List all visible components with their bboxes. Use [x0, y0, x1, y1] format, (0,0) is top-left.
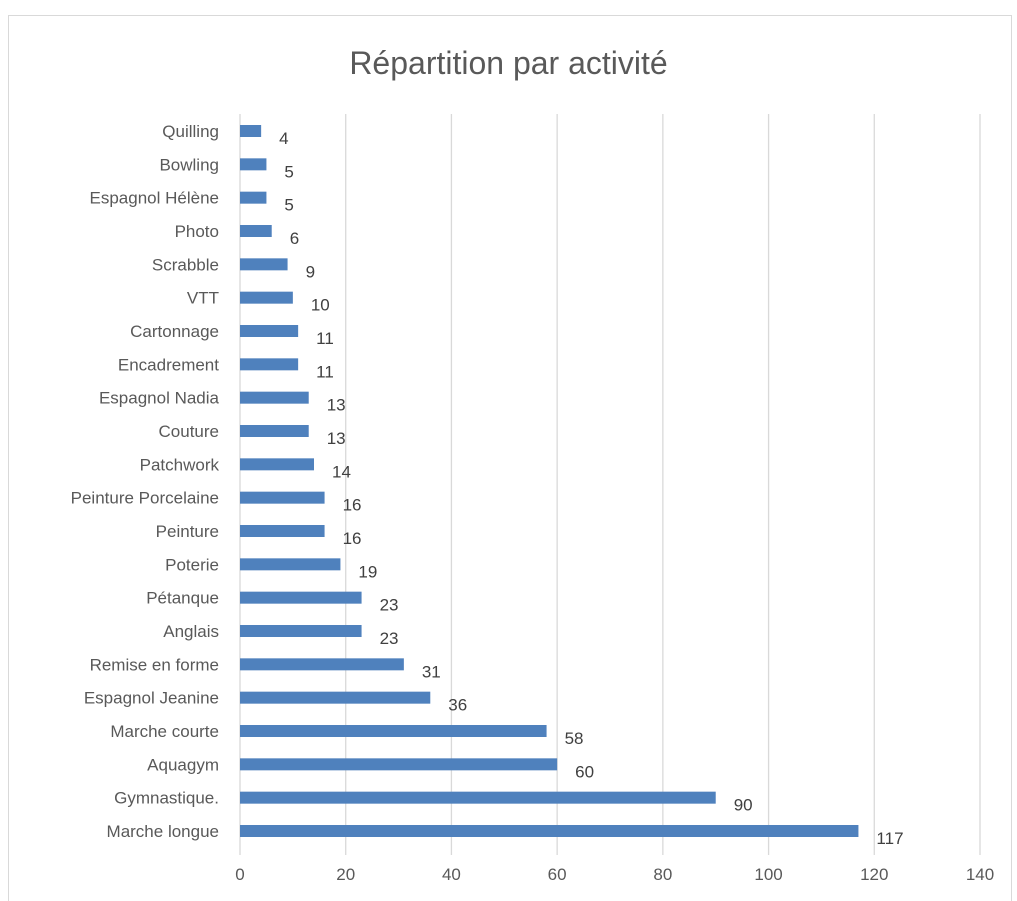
category-label: Gymnastique. [114, 789, 219, 808]
value-label: 16 [343, 496, 362, 515]
x-tick-labels: 0 20 40 60 80 100 120 140 [235, 865, 994, 884]
bar [240, 258, 288, 271]
category-label: Poterie [165, 555, 219, 574]
value-label: 9 [306, 262, 315, 281]
value-label: 31 [422, 662, 441, 681]
bar [240, 358, 299, 371]
category-label: Photo [175, 222, 219, 241]
category-label: Anglais [163, 622, 219, 641]
gridlines [239, 114, 981, 855]
bar [240, 825, 859, 837]
x-tick-label: 100 [754, 865, 782, 884]
category-label: Peinture [156, 522, 219, 541]
category-label: Quilling [162, 122, 219, 141]
category-labels: Quilling Bowling Espagnol Hélène Photo Scrab… [71, 122, 220, 841]
category-label: Peinture Porcelaine [71, 489, 219, 508]
bar [240, 191, 267, 204]
bar [240, 625, 362, 637]
category-label: Aquagym [147, 755, 219, 774]
bar [240, 458, 314, 471]
bar [240, 791, 716, 804]
value-label: 23 [380, 629, 399, 648]
x-tick-label: 120 [860, 865, 888, 884]
value-label: 6 [290, 229, 299, 248]
category-label: Scrabble [152, 255, 219, 274]
bar [240, 558, 341, 571]
value-label: 36 [448, 696, 467, 715]
category-label: Couture [159, 422, 219, 441]
category-label: Espagnol Nadia [99, 389, 220, 408]
value-label: 11 [316, 329, 334, 348]
value-label: 13 [327, 429, 346, 448]
bar [240, 425, 309, 437]
chart-title: Répartition par activité [349, 45, 668, 81]
bar [240, 225, 272, 237]
x-tick-label: 80 [653, 865, 672, 884]
value-label: 11 [316, 362, 334, 381]
bar [240, 158, 267, 171]
bar [240, 391, 309, 404]
category-label: Marche courte [110, 722, 219, 741]
value-label: 10 [311, 296, 330, 315]
category-label: Marche longue [107, 822, 219, 841]
value-label: 58 [565, 729, 584, 748]
bars [240, 125, 859, 837]
x-tick-label: 20 [336, 865, 355, 884]
bar [240, 758, 558, 771]
value-label: 5 [284, 162, 293, 181]
category-label: Cartonnage [130, 322, 219, 341]
value-label: 23 [380, 596, 399, 615]
value-label: 60 [575, 762, 594, 781]
bar [240, 658, 404, 671]
x-tick-label: 140 [966, 865, 994, 884]
x-tick-label: 0 [235, 865, 244, 884]
value-label: 4 [279, 129, 288, 148]
category-label: Remise en forme [90, 655, 219, 674]
value-label: 90 [734, 796, 753, 815]
value-label: 5 [284, 196, 293, 215]
category-label: Pétanque [146, 589, 219, 608]
bar [240, 491, 325, 504]
bar [240, 125, 262, 137]
value-label: 14 [332, 462, 351, 481]
value-label: 19 [358, 562, 377, 581]
chart-frame [8, 15, 1012, 901]
category-label: Patchwork [140, 455, 220, 474]
x-tick-label: 40 [442, 865, 461, 884]
category-label: Bowling [159, 155, 219, 174]
value-label: 16 [343, 529, 362, 548]
value-label: 117 [876, 829, 903, 848]
value-label: 13 [327, 396, 346, 415]
category-label: Espagnol Jeanine [84, 689, 219, 708]
bar [240, 291, 293, 304]
x-tick-label: 60 [548, 865, 567, 884]
category-label: Encadrement [118, 355, 219, 374]
bar [240, 325, 299, 337]
category-label: Espagnol Hélène [90, 189, 219, 208]
bar [240, 591, 362, 604]
bar [240, 725, 547, 737]
bar [240, 691, 431, 704]
bar [240, 525, 325, 537]
category-label: VTT [187, 289, 219, 308]
